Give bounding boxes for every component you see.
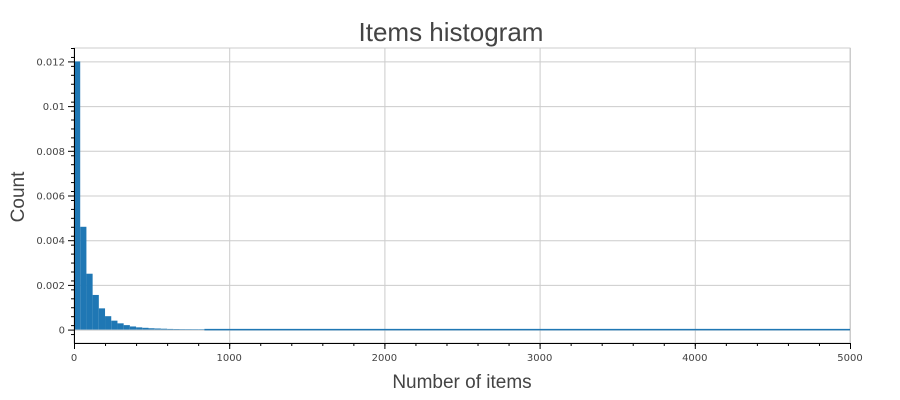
x-tick-label: 5000 <box>837 353 862 364</box>
histogram-bar <box>185 329 192 330</box>
histogram-bar <box>74 61 81 330</box>
histogram-bar <box>148 328 155 330</box>
histogram-bar <box>179 329 186 330</box>
x-tick-label: 3000 <box>527 353 552 364</box>
y-axis-ticks: 0 0.002 0.004 0.006 0.008 0.01 0.012 <box>36 48 74 337</box>
y-tick-label: 0.01 <box>43 102 65 113</box>
y-tick-label: 0.004 <box>36 236 65 247</box>
y-tick-label: 0.008 <box>36 147 65 158</box>
x-axis-ticks: 0 1000 2000 3000 4000 5000 <box>71 343 863 364</box>
histogram-bar <box>98 308 106 330</box>
axes <box>74 48 850 344</box>
x-tick-label: 2000 <box>372 353 397 364</box>
histogram-bar <box>129 326 137 330</box>
y-tick-label: 0.002 <box>36 281 65 292</box>
x-tick-label: 0 <box>71 353 77 364</box>
y-axis-label: Count <box>8 171 29 222</box>
y-tick-label: 0.006 <box>36 192 65 203</box>
histogram-bar <box>105 316 112 330</box>
y-tick-label: 0 <box>59 326 65 337</box>
histogram-bar <box>117 323 124 330</box>
grid <box>73 47 851 344</box>
y-tick-label: 0.012 <box>36 57 65 68</box>
chart-title: Items histogram <box>359 17 544 47</box>
histogram-bar <box>86 273 93 330</box>
x-tick-label: 4000 <box>682 353 707 364</box>
bars <box>74 61 850 331</box>
histogram-bar <box>154 328 161 330</box>
x-axis-label: Number of items <box>392 372 531 393</box>
histogram-bar <box>167 328 174 330</box>
histogram-bar <box>191 329 199 330</box>
histogram-bar <box>173 329 180 330</box>
histogram-bar <box>198 329 205 330</box>
histogram-bar <box>123 325 130 330</box>
histogram-bar <box>136 327 143 330</box>
x-tick-label: 1000 <box>216 353 241 364</box>
histogram-bar <box>142 327 149 330</box>
histogram-bar <box>111 320 118 330</box>
histogram-bar <box>92 294 99 330</box>
histogram-bar <box>160 328 168 330</box>
histogram-bar <box>80 226 87 330</box>
